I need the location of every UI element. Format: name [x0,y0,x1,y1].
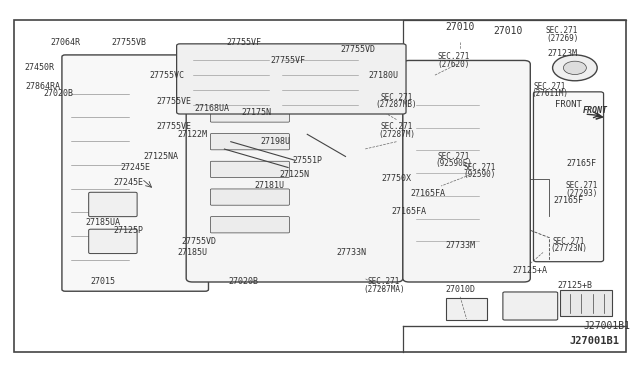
Text: 27015: 27015 [91,278,116,286]
Text: SEC.271: SEC.271 [546,26,579,35]
Text: (27287MA): (27287MA) [363,285,404,294]
Text: 27185UA: 27185UA [86,218,121,227]
Text: 27755VC: 27755VC [150,71,184,80]
Text: 27450R: 27450R [24,63,54,72]
Text: (92590): (92590) [463,170,495,179]
Text: 27864RA: 27864RA [26,82,60,91]
Text: SEC.271: SEC.271 [552,237,585,246]
Text: 27180U: 27180U [369,71,399,80]
Text: 27245E: 27245E [120,163,150,172]
Text: 27185U: 27185U [177,248,207,257]
Text: 27181U: 27181U [254,182,284,190]
Text: 27755VF: 27755VF [271,56,306,65]
Text: 27175N: 27175N [241,108,271,117]
Text: 27125P: 27125P [114,226,144,235]
Text: 27125+A: 27125+A [513,266,548,275]
Text: (27287M): (27287M) [378,130,415,139]
Text: SEC.271: SEC.271 [463,163,495,172]
Text: FRONT: FRONT [555,100,582,109]
Text: 27165F: 27165F [554,196,584,205]
Text: 27755VF: 27755VF [226,38,261,46]
Text: 27750X: 27750X [381,174,412,183]
Text: 27551P: 27551P [292,155,323,165]
Text: 27198U: 27198U [260,137,291,146]
Text: SEC.271: SEC.271 [438,152,470,161]
Text: SEC.271: SEC.271 [367,278,400,286]
Text: (27611M): (27611M) [531,89,568,98]
Circle shape [552,55,597,81]
FancyBboxPatch shape [403,61,531,282]
FancyBboxPatch shape [211,106,289,122]
Text: 27168UA: 27168UA [194,104,229,113]
FancyBboxPatch shape [560,290,612,316]
Text: (27620): (27620) [438,60,470,69]
Text: 27755VD: 27755VD [340,45,376,54]
Text: (92590E): (92590E) [435,159,472,169]
Text: 27733M: 27733M [445,241,475,250]
Text: 27125NA: 27125NA [143,152,178,161]
Text: 27064R: 27064R [50,38,80,46]
FancyBboxPatch shape [211,161,289,177]
FancyBboxPatch shape [503,292,557,320]
Text: 27755VB: 27755VB [111,38,147,46]
FancyBboxPatch shape [89,229,137,254]
Text: 27020B: 27020B [44,89,74,98]
Text: FRONT: FRONT [583,106,608,115]
FancyBboxPatch shape [211,134,289,150]
Text: (27287MB): (27287MB) [376,100,417,109]
FancyBboxPatch shape [211,189,289,205]
FancyBboxPatch shape [534,92,604,262]
FancyBboxPatch shape [177,44,406,114]
FancyBboxPatch shape [186,61,403,282]
Text: J27001B1: J27001B1 [583,321,630,331]
Text: 27010: 27010 [445,22,475,32]
Text: SEC.271: SEC.271 [565,182,598,190]
FancyBboxPatch shape [446,298,487,320]
Circle shape [563,61,586,74]
Text: 27125+B: 27125+B [557,281,593,290]
Text: SEC.271: SEC.271 [380,93,413,102]
FancyBboxPatch shape [89,192,137,217]
Text: SEC.271: SEC.271 [438,52,470,61]
Text: (27269): (27269) [546,34,579,43]
Text: SEC.271: SEC.271 [533,82,566,91]
Text: 27755VD: 27755VD [181,237,216,246]
Text: SEC.271: SEC.271 [380,122,413,131]
Text: J27001B1: J27001B1 [569,336,619,346]
Text: 27122M: 27122M [177,130,207,139]
Text: 27165F: 27165F [566,159,596,169]
Text: 27245E: 27245E [114,178,144,187]
FancyBboxPatch shape [211,217,289,233]
FancyBboxPatch shape [62,55,209,291]
Text: 27125N: 27125N [280,170,310,179]
Text: 27010D: 27010D [445,285,475,294]
Text: 27733N: 27733N [337,248,367,257]
Text: 27755VE: 27755VE [156,97,191,106]
Text: 27010: 27010 [493,26,523,36]
Text: 27165FA: 27165FA [411,189,446,198]
Text: 27755VE: 27755VE [156,122,191,131]
Text: (27723N): (27723N) [550,244,587,253]
Text: 27165FA: 27165FA [392,207,427,217]
Text: 27020B: 27020B [228,278,259,286]
Text: (27293): (27293) [565,189,598,198]
Text: 27123M: 27123M [547,49,577,58]
